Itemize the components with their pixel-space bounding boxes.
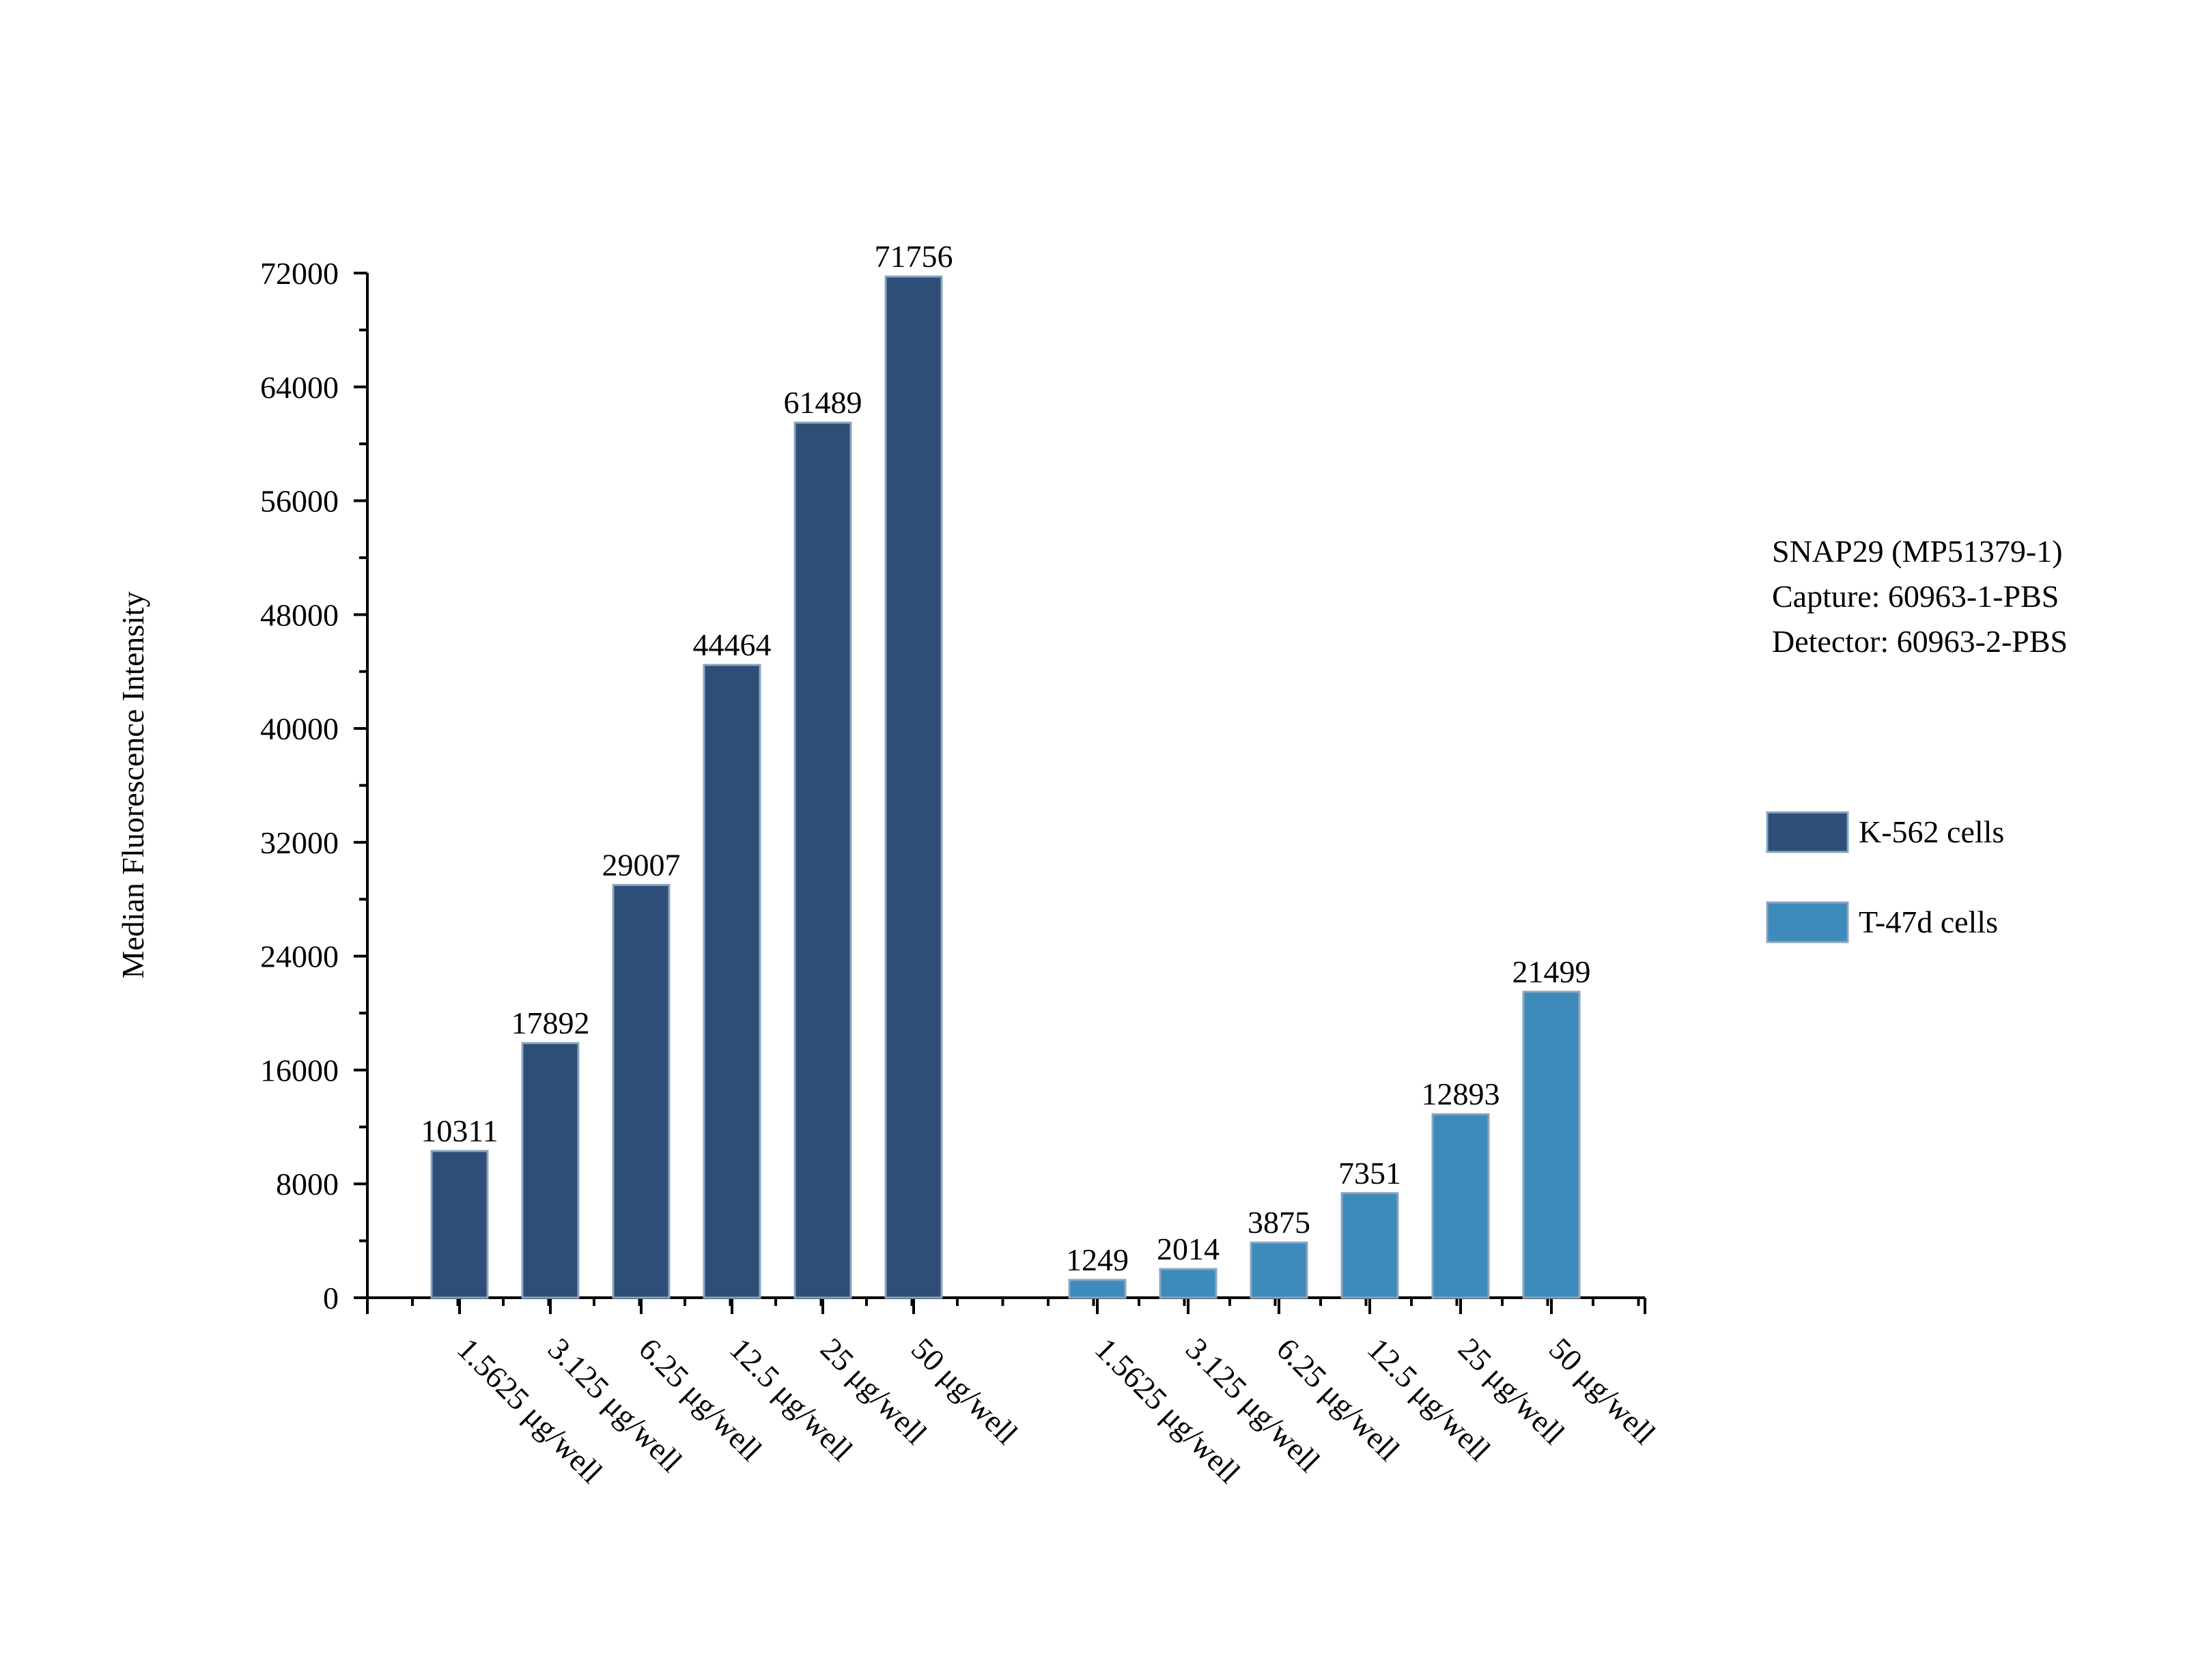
y-tick-label: 24000 [260,939,339,974]
bar [703,664,761,1299]
y-tick-label: 32000 [260,825,339,860]
y-tick-label: 16000 [260,1053,339,1087]
annotation-line-2: Capture: 60963-1-PBS [1772,579,2059,614]
bar [1431,1113,1490,1299]
bar [1250,1241,1308,1299]
annotation-line-3: Detector: 60963-2-PBS [1772,624,2068,659]
data-label: 10311 [421,1113,498,1148]
bar [1340,1192,1399,1299]
bar [1159,1268,1217,1299]
data-label: 2014 [1157,1231,1220,1266]
legend-label-k562: K-562 cells [1859,814,2004,849]
data-label: 71756 [875,239,953,274]
data-label: 1249 [1066,1242,1129,1277]
bar [521,1042,580,1299]
data-label: 44464 [693,627,772,662]
data-label: 61489 [784,385,862,420]
y-tick-label: 40000 [260,711,339,746]
bar [793,421,852,1299]
bar [1522,991,1581,1299]
bar [1068,1279,1127,1299]
bar [430,1150,489,1299]
y-axis-ticks: 0 8000 16000 24000 32000 40000 48000 56000 64000… [260,256,367,1315]
y-axis-title: Median Fluorescence Intensity [115,591,150,978]
legend-swatch-k562 [1766,811,1849,853]
data-label: 29007 [602,847,681,882]
data-label: 21499 [1512,954,1591,989]
data-label: 3875 [1248,1205,1310,1240]
bars [430,275,1581,1299]
y-tick-label: 56000 [260,484,339,519]
y-tick-label: 0 [323,1281,339,1315]
data-label: 12893 [1422,1077,1500,1111]
annotation-line-1: SNAP29 (MP51379-1) [1772,534,2063,569]
data-labels: 10311 17892 29007 44464 61489 71756 1249 2014 38… [421,239,1590,1277]
y-tick-label: 64000 [260,370,339,405]
bar [612,883,671,1299]
data-label: 17892 [511,1006,590,1040]
legend: K-562 cells T-47d cells [1766,811,2004,943]
y-tick-label: 8000 [276,1167,339,1201]
chart-annotation: SNAP29 (MP51379-1) Capture: 60963-1-PBS … [1772,534,2068,659]
y-tick-label: 48000 [260,597,339,632]
legend-label-t47d: T-47d cells [1859,905,1998,939]
data-label: 7351 [1338,1156,1401,1191]
bar [884,275,943,1299]
y-tick-label: 72000 [260,256,339,291]
legend-swatch-t47d [1766,901,1849,943]
